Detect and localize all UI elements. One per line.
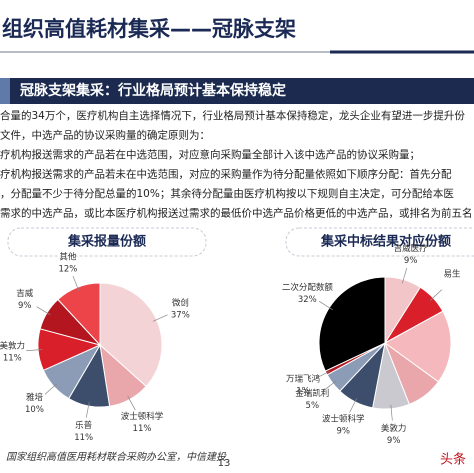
leader-line (44, 383, 58, 395)
slice-label: 易生 (444, 269, 462, 280)
chart-title: 集采报量份额 (67, 234, 146, 250)
slice-value: 37% (171, 311, 190, 321)
banner-tab (0, 78, 10, 104)
slice-label: 其他 (59, 252, 77, 263)
chart-title: 集采中标结果对应份额 (320, 234, 451, 250)
banner-text: 冠脉支架集采：行业格局预计基本保持稳定 (20, 82, 286, 99)
slice-value: 12% (58, 265, 77, 275)
slice-value: 9% (404, 256, 418, 266)
source: 国家组织高值医用耗材联合采购办公室，中信建投 (6, 451, 227, 463)
slice-value: 32% (298, 295, 317, 305)
chart-header-box (7, 227, 207, 257)
leader-line (315, 370, 330, 379)
slice-value: 10% (25, 405, 44, 415)
body-line: 文件，中选产品的协议采购量的确定原则为： (0, 129, 210, 142)
slice-label: 二次分配数额 (282, 282, 334, 293)
leader-line (401, 267, 408, 284)
slice-value: 11% (74, 433, 93, 443)
body-line: 疗机构报送需求的产品若未在中选范围，对应的采购量作为待分配量依照如下顺序分配：首… (0, 168, 452, 181)
chart-header-box (285, 227, 474, 257)
slice-label: 美敦力 (381, 423, 407, 434)
slice-value: 5% (306, 401, 320, 411)
slice-label: 万瑞飞鸿 (286, 373, 320, 384)
body-line: 需求的中选产品，或比本医疗机构报送过需求的最低价中选产品价格更低的中选产品，或排… (0, 207, 473, 220)
leader-line (390, 404, 393, 421)
leader-line (127, 395, 136, 411)
leader-line (26, 349, 43, 352)
slice-label: 美敦力 (0, 340, 25, 351)
watermark: 头条 (440, 452, 466, 468)
leader-line (36, 306, 51, 316)
leader-line (349, 398, 358, 413)
slice-value: 9% (387, 436, 401, 446)
slice-value: 11% (133, 424, 152, 434)
leader-line (72, 275, 80, 292)
slice-value: 1% (296, 386, 310, 396)
body-line: ，分配量不少于待分配总量的10%；其余待分配量由医疗机构按以下规则自主决定，可分… (0, 187, 454, 200)
leader-line (318, 300, 333, 311)
page-number: 13 (218, 458, 231, 469)
slice-value: 9% (336, 426, 350, 436)
slice-label: 波士顿科学 (121, 411, 164, 422)
slice-label: 金瑞凯利 (295, 388, 329, 399)
slice-label: 微创 (172, 298, 189, 309)
body-line: 合量的34万个，医疗机构自主选择情况下，行业格局预计基本保持稳定，龙头企业有望进… (0, 109, 465, 122)
slice-label: 波士顿科学 (322, 413, 365, 424)
slice-label: 乐普 (75, 420, 93, 431)
slice-value: 11% (3, 353, 22, 363)
leader-line (85, 401, 90, 418)
leader-line (152, 314, 168, 322)
body-line: 疗机构报送需求的产品若在中选范围，对应意向采购量全部计入该中选产品的协议采购量； (0, 148, 420, 161)
slice-label: 雅培 (26, 392, 44, 403)
leader-line (323, 380, 337, 392)
slice-label: 吉威 (16, 288, 34, 299)
leader-line (429, 289, 443, 301)
banner (0, 78, 474, 104)
slice-label: 吉威医疗 (394, 243, 429, 254)
slice-value: 9% (18, 301, 32, 311)
pie-slice (384, 310, 452, 383)
slide-title: 组织高值耗材集采——冠脉支架 (2, 17, 296, 41)
